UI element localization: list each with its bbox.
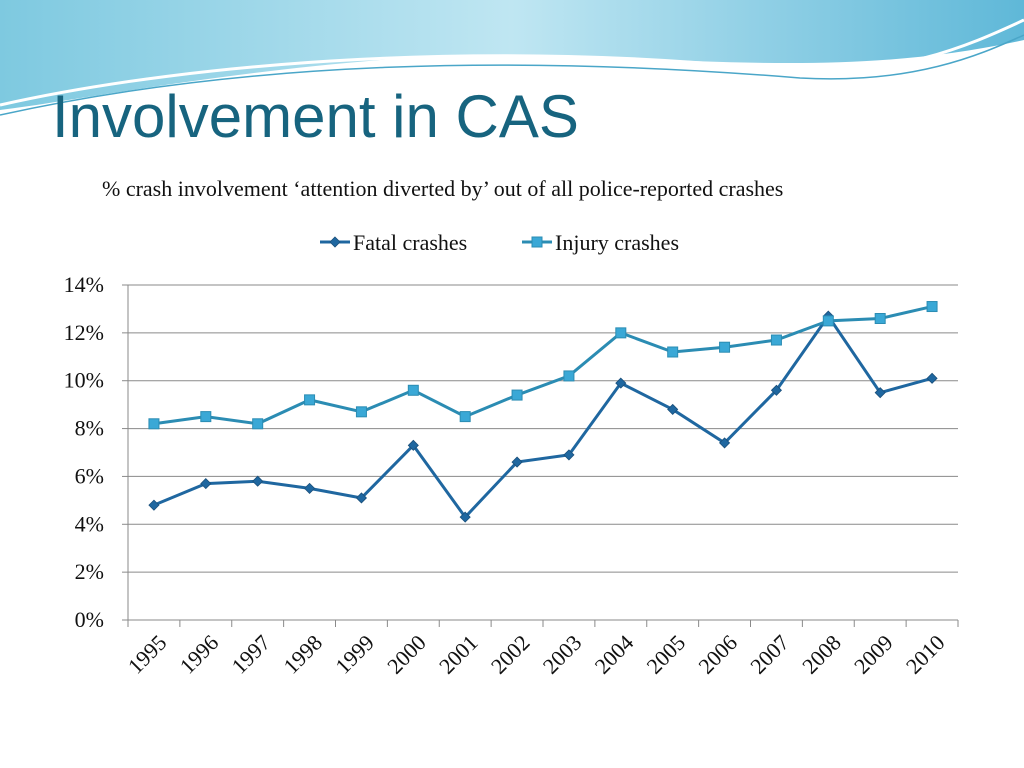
data-point: [459, 511, 471, 523]
data-point: [667, 403, 679, 415]
data-point: [615, 327, 627, 339]
x-tick-label: 2002: [486, 630, 535, 679]
x-tick-label: 2008: [797, 630, 846, 679]
data-point: [874, 387, 886, 399]
data-point: [148, 418, 160, 430]
x-tick-label: 2006: [693, 630, 742, 679]
x-tick-label: 2010: [901, 630, 950, 679]
y-tick-label: 10%: [64, 368, 104, 393]
x-tick-label: 2001: [434, 630, 483, 679]
y-tick-label: 12%: [64, 320, 104, 345]
series-line: [153, 305, 933, 426]
x-tick-label: 2009: [849, 630, 898, 679]
y-tick-label: 14%: [64, 272, 104, 297]
data-point: [718, 437, 731, 449]
x-tick-label: 2003: [538, 630, 587, 679]
series-line: [153, 313, 933, 520]
data-point: [667, 346, 679, 358]
x-tick-label: 2005: [641, 630, 690, 679]
data-point: [770, 334, 782, 346]
legend-label: Fatal crashes: [353, 230, 467, 255]
data-point: [252, 418, 264, 430]
data-point: [459, 411, 471, 423]
x-tick-label: 1996: [175, 630, 224, 679]
data-point: [719, 341, 731, 353]
data-point: [407, 384, 419, 396]
data-point: [200, 478, 212, 490]
y-tick-label: 6%: [75, 463, 104, 488]
data-point: [770, 384, 783, 396]
legend: Fatal crashes Injury crashes: [320, 230, 679, 255]
data-point: [200, 411, 212, 423]
legend-label: Injury crashes: [555, 230, 679, 255]
legend-marker: [531, 236, 543, 248]
data-point: [563, 449, 575, 461]
data-point: [355, 406, 367, 418]
data-point: [511, 389, 523, 401]
data-point: [822, 315, 834, 327]
data-point: [511, 456, 523, 468]
data-point: [926, 301, 938, 313]
y-tick-label: 4%: [75, 511, 104, 536]
legend-marker: [329, 236, 341, 248]
x-tick-label: 2000: [382, 630, 431, 679]
y-tick-label: 2%: [75, 559, 104, 584]
x-tick-label: 1995: [123, 630, 172, 679]
header-curve: [0, 34, 1024, 116]
x-tick-label: 1998: [278, 630, 327, 679]
x-tick-label: 1999: [330, 630, 379, 679]
header-curve: [0, 18, 1024, 107]
slide-title: Involvement in CAS: [52, 83, 579, 150]
data-point: [252, 475, 264, 487]
data-point: [304, 394, 316, 406]
data-point: [303, 482, 316, 494]
x-tick-label: 2004: [590, 630, 639, 679]
data-point: [926, 372, 938, 384]
x-tick-label: 1997: [226, 630, 275, 679]
y-tick-label: 8%: [75, 416, 104, 441]
data-point: [563, 370, 575, 382]
y-tick-label: 0%: [75, 607, 104, 632]
data-point: [407, 439, 419, 451]
data-point: [355, 492, 368, 504]
data-point: [615, 377, 627, 389]
chart-subtitle: % crash involvement ‘attention diverted …: [102, 176, 783, 201]
data-point: [874, 313, 886, 324]
data-point: [148, 499, 160, 511]
x-tick-label: 2007: [745, 630, 794, 679]
